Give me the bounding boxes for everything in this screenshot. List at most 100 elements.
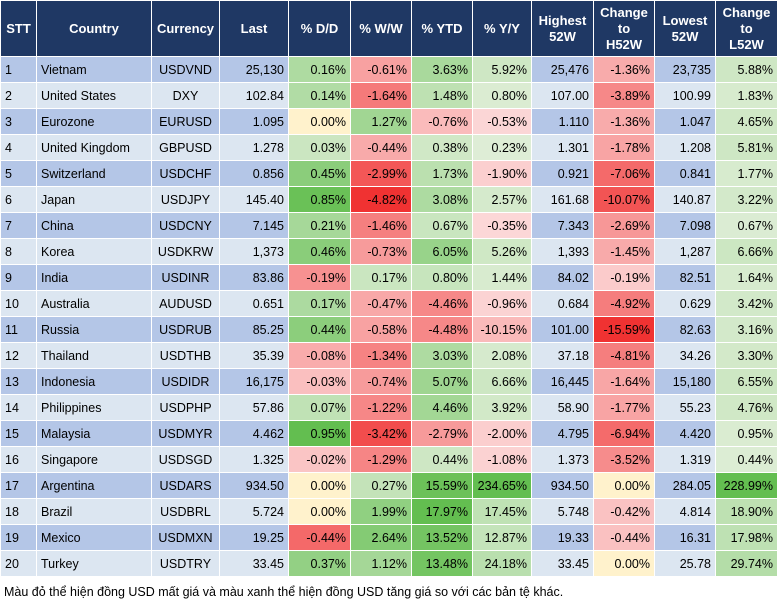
table-cell: 0.45% bbox=[288, 160, 351, 187]
table-cell: 3.63% bbox=[411, 56, 473, 83]
table-cell: 57.86 bbox=[219, 394, 289, 421]
table-cell: -0.73% bbox=[350, 238, 412, 265]
table-cell: Philippines bbox=[36, 394, 152, 421]
table-cell: -0.42% bbox=[593, 498, 655, 525]
table-cell: 0.37% bbox=[288, 550, 351, 577]
table-cell: 33.45 bbox=[219, 550, 289, 577]
table-cell: 102.84 bbox=[219, 82, 289, 109]
table-cell: USDINR bbox=[151, 264, 220, 291]
table-cell: Thailand bbox=[36, 342, 152, 369]
table-cell: 4.814 bbox=[654, 498, 716, 525]
table-cell: -2.69% bbox=[593, 212, 655, 239]
table-cell: 37.18 bbox=[531, 342, 594, 369]
table-cell: USDTHB bbox=[151, 342, 220, 369]
table-cell: -0.53% bbox=[472, 108, 532, 135]
table-cell: 0.46% bbox=[288, 238, 351, 265]
table-cell: -0.74% bbox=[350, 368, 412, 395]
table-cell: 16.31 bbox=[654, 524, 716, 551]
table-cell: 140.87 bbox=[654, 186, 716, 213]
table-cell: EURUSD bbox=[151, 108, 220, 135]
table-cell: -2.99% bbox=[350, 160, 412, 187]
table-cell: Mexico bbox=[36, 524, 152, 551]
table-cell: 2.08% bbox=[472, 342, 532, 369]
table-cell: -0.47% bbox=[350, 290, 412, 317]
table-cell: -7.06% bbox=[593, 160, 655, 187]
column-header: Currency bbox=[151, 0, 220, 57]
table-cell: 0.16% bbox=[288, 56, 351, 83]
table-cell: -1.36% bbox=[593, 108, 655, 135]
table-cell: 1.110 bbox=[531, 108, 594, 135]
table-cell: 1.301 bbox=[531, 134, 594, 161]
table-cell: United States bbox=[36, 82, 152, 109]
table-cell: 6 bbox=[0, 186, 37, 213]
table-body: 1 Vietnam USDVND 25,130 0.16% -0.61% 3.63% 5.92… bbox=[0, 56, 777, 577]
table-cell: 0.23% bbox=[472, 134, 532, 161]
table-cell: 1.27% bbox=[350, 108, 412, 135]
table-cell: -0.35% bbox=[472, 212, 532, 239]
table-cell: -3.89% bbox=[593, 82, 655, 109]
table-cell: 0.80% bbox=[411, 264, 473, 291]
table-cell: 12 bbox=[0, 342, 37, 369]
table-cell: 13.52% bbox=[411, 524, 473, 551]
table-cell: 25.78 bbox=[654, 550, 716, 577]
table-row: 9 India USDINR 83.86 -0.19% 0.17% 0.80% 1.44% 84… bbox=[0, 264, 777, 291]
table-cell: 17.97% bbox=[411, 498, 473, 525]
table-cell: 20 bbox=[0, 550, 37, 577]
table-cell: -3.52% bbox=[593, 446, 655, 473]
table-cell: 284.05 bbox=[654, 472, 716, 499]
table-cell: 23,735 bbox=[654, 56, 716, 83]
table-cell: 0.07% bbox=[288, 394, 351, 421]
table-cell: 3.08% bbox=[411, 186, 473, 213]
table-cell: USDSGD bbox=[151, 446, 220, 473]
table-cell: 7.098 bbox=[654, 212, 716, 239]
table-cell: 0.95% bbox=[288, 420, 351, 447]
table-cell: 84.02 bbox=[531, 264, 594, 291]
table-cell: 55.23 bbox=[654, 394, 716, 421]
table-cell: 0.27% bbox=[350, 472, 412, 499]
table-cell: 0.38% bbox=[411, 134, 473, 161]
table-cell: 3 bbox=[0, 108, 37, 135]
column-header: % Y/Y bbox=[472, 0, 532, 57]
table-cell: 0.629 bbox=[654, 290, 716, 317]
table-cell: Brazil bbox=[36, 498, 152, 525]
table-cell: 0.841 bbox=[654, 160, 716, 187]
table-cell: -0.08% bbox=[288, 342, 351, 369]
table-cell: -1.45% bbox=[593, 238, 655, 265]
table-cell: 5.724 bbox=[219, 498, 289, 525]
table-cell: 0.00% bbox=[288, 108, 351, 135]
table-cell: USDMYR bbox=[151, 420, 220, 447]
table-row: 5 Switzerland USDCHF 0.856 0.45% -2.99% 1.73% -… bbox=[0, 160, 777, 187]
table-cell: 19 bbox=[0, 524, 37, 551]
table-cell: 101.00 bbox=[531, 316, 594, 343]
table-row: 14 Philippines USDPHP 57.86 0.07% -1.22% 4.46%… bbox=[0, 394, 777, 421]
table-cell: Korea bbox=[36, 238, 152, 265]
table-row: 16 Singapore USDSGD 1.325 -0.02% -1.29% 0.44% -… bbox=[0, 446, 777, 473]
fx-table: STT Country Currency Last% D/D% W/W% YTD% Y… bbox=[0, 0, 777, 577]
table-row: 1 Vietnam USDVND 25,130 0.16% -0.61% 3.63% 5.92… bbox=[0, 56, 777, 83]
table-cell: 19.25 bbox=[219, 524, 289, 551]
table-cell: Australia bbox=[36, 290, 152, 317]
table-cell: 0.00% bbox=[593, 550, 655, 577]
table-cell: 3.42% bbox=[715, 290, 777, 317]
table-cell: Indonesia bbox=[36, 368, 152, 395]
table-cell: -4.46% bbox=[411, 290, 473, 317]
table-cell: 19.33 bbox=[531, 524, 594, 551]
table-cell: 4.420 bbox=[654, 420, 716, 447]
table-cell: 1.77% bbox=[715, 160, 777, 187]
table-cell: China bbox=[36, 212, 152, 239]
table-cell: 4 bbox=[0, 134, 37, 161]
column-header: % D/D bbox=[288, 0, 351, 57]
table-cell: 1.319 bbox=[654, 446, 716, 473]
table-cell: -3.42% bbox=[350, 420, 412, 447]
table-cell: 9 bbox=[0, 264, 37, 291]
table-cell: -0.58% bbox=[350, 316, 412, 343]
table-cell: 6.05% bbox=[411, 238, 473, 265]
table-cell: 4.462 bbox=[219, 420, 289, 447]
table-cell: 1.83% bbox=[715, 82, 777, 109]
table-cell: 0.21% bbox=[288, 212, 351, 239]
table-cell: GBPUSD bbox=[151, 134, 220, 161]
table-cell: 1.095 bbox=[219, 108, 289, 135]
table-cell: -0.19% bbox=[288, 264, 351, 291]
table-row: 4 United Kingdom GBPUSD 1.278 0.03% -0.44% 0.3… bbox=[0, 134, 777, 161]
